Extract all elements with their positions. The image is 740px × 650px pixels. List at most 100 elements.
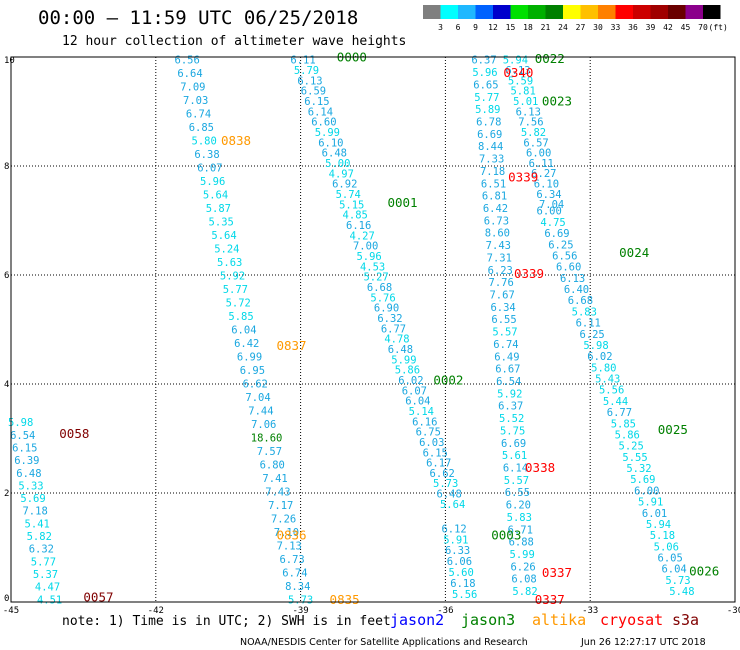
wave-height-point: 6.02 <box>587 351 612 363</box>
wave-height-point: 6.05 <box>658 553 683 565</box>
credit-line: NOAA/NESDIS Center for Satellite Applica… <box>240 637 528 648</box>
colorbar-label: 6 <box>456 23 461 32</box>
colorbar-label: 9 <box>473 23 478 32</box>
wave-height-point: 6.11 <box>529 158 554 170</box>
colorbar-swatch <box>475 5 493 19</box>
wave-height-point: 5.52 <box>499 413 524 425</box>
wave-height-point: 7.09 <box>180 82 205 94</box>
wave-height-point: 6.69 <box>544 228 569 240</box>
wave-height-point: 7.43 <box>486 240 511 252</box>
wave-height-point: 6.68 <box>367 282 392 294</box>
axis-ticks: -45 -42 -39 -36 -33 -30 0 2 4 6 8 10 <box>3 56 740 616</box>
x-tick-label: -39 <box>292 606 308 616</box>
wave-height-point: 6.11 <box>290 55 315 67</box>
wave-height-point: 6.85 <box>189 122 214 134</box>
wave-height-point: 6.48 <box>437 489 462 501</box>
pass-time-label: 0022 <box>535 51 565 66</box>
pass-time-label: 0003 <box>491 528 521 543</box>
colorbar: 3 6 9 12 15 18 21 24 27 30 33 36 39 42 45 70 (ft) <box>423 5 728 32</box>
pass-time-label: 0337 <box>542 565 572 580</box>
colorbar-swatch <box>598 5 616 19</box>
legend-entry: cryosat <box>600 611 663 629</box>
wave-height-point: 5.41 <box>25 518 50 530</box>
wave-height-point: 7.41 <box>262 473 287 485</box>
legend-entry: jason3 <box>461 611 515 629</box>
x-tick-label: -42 <box>148 606 164 616</box>
wave-height-point: 8.34 <box>285 581 310 593</box>
wave-height-point: 6.67 <box>495 364 520 376</box>
legend-entry: s3a <box>672 611 699 629</box>
colorbar-swatch <box>528 5 546 19</box>
wave-height-point: 5.73 <box>288 594 313 606</box>
wave-height-point: 6.18 <box>450 578 475 590</box>
y-tick-label: 6 <box>4 271 9 281</box>
wave-height-point: 6.77 <box>381 323 406 335</box>
wave-height-point: 7.56 <box>518 117 543 129</box>
wave-height-point: 6.42 <box>234 338 259 350</box>
plot-frame <box>10 56 736 603</box>
wave-height-point: 5.06 <box>654 541 679 553</box>
wave-height-point: 6.69 <box>477 129 502 141</box>
wave-height-point: 4.47 <box>35 582 60 594</box>
wave-height-point: 6.54 <box>10 430 35 442</box>
wave-height-point: 4.53 <box>360 261 385 273</box>
wave-height-point: 6.88 <box>509 537 534 549</box>
wave-height-point: 6.00 <box>537 206 562 218</box>
pass-time-label: 0835 <box>330 592 360 607</box>
wave-height-point: 4.78 <box>384 334 409 346</box>
wave-height-point: 5.55 <box>622 452 647 464</box>
wave-height-point: 5.15 <box>339 199 364 211</box>
wave-height-point: 6.33 <box>445 545 470 557</box>
colorbar-label: 30 <box>593 23 603 32</box>
wave-height-point: 5.72 <box>226 298 251 310</box>
wave-height-point: 5.43 <box>595 374 620 386</box>
wave-height-point: 6.13 <box>560 273 585 285</box>
colorbar-label: 21 <box>541 23 551 32</box>
wave-height-point: 5.87 <box>206 203 231 215</box>
pass-time-label: 0837 <box>276 338 306 353</box>
wave-height-point: 5.80 <box>192 136 217 148</box>
y-tick-label: 4 <box>4 380 9 390</box>
wave-height-point: 5.64 <box>203 190 228 202</box>
legend-entry: altika <box>532 611 586 629</box>
wave-height-point: 6.12 <box>441 523 466 535</box>
wave-height-point: 6.26 <box>510 561 535 573</box>
chart-title: 00:00 – 11:59 UTC 06/25/2018 <box>38 7 358 29</box>
pass-time-label: 0337 <box>535 592 565 607</box>
wave-height-point: 8.60 <box>485 228 510 240</box>
wave-height-point: 6.10 <box>534 179 559 191</box>
wave-height-point: 7.13 <box>277 540 302 552</box>
wave-height-point: 5.64 <box>440 499 465 511</box>
wave-height-point: 6.68 <box>568 295 593 307</box>
wave-height-point: 6.69 <box>501 438 526 450</box>
colorbar-swatch <box>493 5 511 19</box>
x-tick-label: -36 <box>437 606 453 616</box>
wave-height-point: 6.02 <box>398 375 423 387</box>
x-tick-label: -33 <box>582 606 598 616</box>
pass-time-label: 0025 <box>658 422 688 437</box>
wave-height-point: 6.99 <box>237 351 262 363</box>
wave-height-point: 4.97 <box>329 168 354 180</box>
colorbar-swatch <box>703 5 721 19</box>
wave-height-point: 5.61 <box>502 450 527 462</box>
colorbar-label: 33 <box>611 23 621 32</box>
wave-height-point: 5.75 <box>500 425 525 437</box>
pass-time-label: 0339 <box>508 170 538 185</box>
wave-height-point: 5.33 <box>18 480 43 492</box>
wave-height-point: 5.48 <box>669 586 694 598</box>
y-tick-label: 2 <box>4 489 9 499</box>
wave-height-point: 5.85 <box>611 418 636 430</box>
wave-height-point: 6.15 <box>12 442 37 454</box>
colorbar-label: 45 <box>681 23 691 32</box>
wave-height-point: 7.10 <box>274 527 299 539</box>
pass-time-label: 0340 <box>503 65 533 80</box>
wave-height-point: 6.32 <box>29 544 54 556</box>
colorbar-swatch <box>563 5 581 19</box>
wave-height-point: 6.16 <box>346 220 371 232</box>
wave-height-point: 6.73 <box>279 554 304 566</box>
satellite-tracks: 5.986.546.156.396.485.335.697.185.415.82… <box>8 55 695 607</box>
wave-height-point: 18.60 <box>251 432 283 444</box>
colorbar-label: 3 <box>438 23 443 32</box>
y-tick-label: 8 <box>4 162 9 172</box>
pass-time-label: 0026 <box>689 564 719 579</box>
